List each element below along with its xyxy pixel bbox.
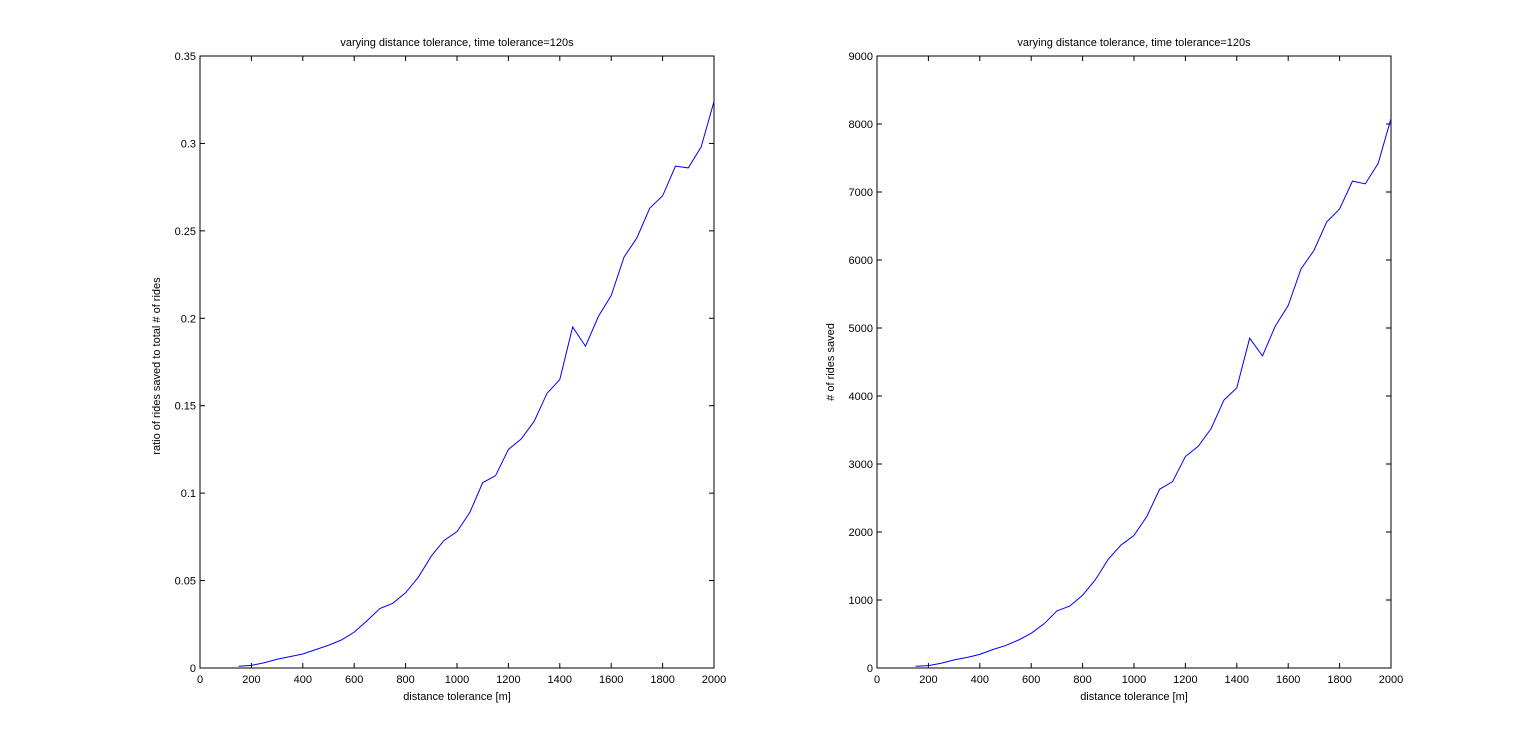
x-tick-label: 800 [396,674,414,686]
x-tick-label: 600 [345,674,363,686]
y-tick-label: 0.15 [175,401,196,413]
chart-count: varying distance tolerance, time toleran… [825,37,1403,703]
y-tick-label: 6000 [849,255,873,267]
x-tick-label: 1800 [1327,674,1351,686]
chart-title: varying distance tolerance, time toleran… [1017,37,1251,49]
y-tick-label: 3000 [849,459,873,471]
chart-title: varying distance tolerance, time toleran… [340,37,574,49]
series-line [238,101,715,667]
x-tick-label: 2000 [702,674,726,686]
x-tick-label: 1200 [1173,674,1197,686]
y-tick-label: 0.1 [181,488,196,500]
y-axis-label: # of rides saved [825,323,837,401]
y-tick-label: 0 [867,663,873,675]
x-tick-label: 600 [1022,674,1040,686]
plot-area [199,55,715,669]
x-axis-label: distance tolerance [m] [1080,691,1188,703]
y-tick-label: 2000 [849,527,873,539]
y-tick-label: 5000 [849,323,873,335]
series-line [915,118,1392,667]
x-tick-label: 1200 [496,674,520,686]
x-tick-label: 200 [919,674,937,686]
y-tick-label: 0.3 [181,138,196,150]
x-tick-label: 1000 [1122,674,1146,686]
y-tick-label: 0.25 [175,226,196,238]
x-tick-label: 0 [874,674,880,686]
y-tick-label: 1000 [849,595,873,607]
x-tick-label: 2000 [1379,674,1403,686]
x-axis-label: distance tolerance [m] [403,691,511,703]
y-tick-label: 8000 [849,119,873,131]
x-tick-label: 400 [294,674,312,686]
x-tick-label: 0 [197,674,203,686]
y-tick-label: 7000 [849,187,873,199]
y-tick-label: 0.05 [175,576,196,588]
y-tick-label: 0 [190,663,196,675]
y-tick-label: 9000 [849,51,873,63]
x-tick-label: 1000 [445,674,469,686]
y-tick-label: 0.35 [175,51,196,63]
x-tick-label: 800 [1073,674,1091,686]
y-tick-label: 4000 [849,391,873,403]
y-tick-label: 0.2 [181,313,196,325]
x-tick-label: 1600 [1276,674,1300,686]
x-tick-label: 1800 [650,674,674,686]
x-tick-label: 1400 [548,674,572,686]
chart-ratio: varying distance tolerance, time toleran… [151,37,726,703]
y-axis-label: ratio of rides saved to total # of rides [151,277,163,455]
plot-area [876,55,1392,669]
x-tick-label: 1600 [599,674,623,686]
x-tick-label: 1400 [1225,674,1249,686]
x-tick-label: 200 [242,674,260,686]
x-tick-label: 400 [971,674,989,686]
